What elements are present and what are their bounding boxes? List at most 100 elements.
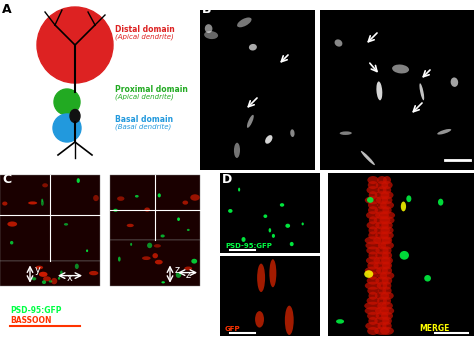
Ellipse shape bbox=[381, 256, 393, 265]
Ellipse shape bbox=[380, 241, 394, 250]
Ellipse shape bbox=[383, 186, 391, 194]
Ellipse shape bbox=[374, 256, 391, 265]
Ellipse shape bbox=[162, 281, 165, 283]
Ellipse shape bbox=[247, 115, 254, 128]
Ellipse shape bbox=[377, 176, 387, 184]
Ellipse shape bbox=[375, 231, 389, 239]
Text: PSD-95:GFP: PSD-95:GFP bbox=[225, 243, 272, 250]
Ellipse shape bbox=[60, 270, 63, 275]
Ellipse shape bbox=[335, 39, 342, 47]
Ellipse shape bbox=[365, 241, 381, 250]
Text: Distal domain: Distal domain bbox=[115, 26, 175, 34]
Ellipse shape bbox=[364, 302, 382, 310]
Ellipse shape bbox=[380, 327, 394, 335]
Ellipse shape bbox=[234, 143, 240, 158]
Ellipse shape bbox=[374, 226, 390, 234]
Ellipse shape bbox=[8, 221, 17, 227]
Ellipse shape bbox=[382, 267, 392, 275]
Ellipse shape bbox=[237, 17, 252, 27]
Circle shape bbox=[54, 89, 80, 115]
Ellipse shape bbox=[376, 196, 388, 204]
Bar bbox=[0, 175, 100, 261]
Ellipse shape bbox=[51, 278, 57, 284]
Ellipse shape bbox=[32, 277, 36, 280]
Ellipse shape bbox=[383, 287, 392, 295]
Ellipse shape bbox=[10, 241, 13, 244]
Ellipse shape bbox=[381, 302, 393, 310]
Text: GFP: GFP bbox=[225, 326, 241, 332]
Ellipse shape bbox=[187, 229, 190, 231]
Ellipse shape bbox=[77, 178, 80, 183]
Ellipse shape bbox=[93, 195, 99, 201]
Ellipse shape bbox=[376, 312, 388, 320]
Ellipse shape bbox=[367, 312, 379, 320]
Ellipse shape bbox=[367, 176, 379, 184]
Bar bbox=[328, 173, 474, 336]
Bar bbox=[200, 10, 315, 170]
Ellipse shape bbox=[382, 236, 392, 244]
Ellipse shape bbox=[367, 262, 379, 270]
Ellipse shape bbox=[285, 306, 294, 335]
Ellipse shape bbox=[155, 260, 163, 264]
Ellipse shape bbox=[365, 236, 381, 244]
Ellipse shape bbox=[42, 183, 48, 188]
Text: (Apical dendrite): (Apical dendrite) bbox=[115, 94, 174, 100]
Ellipse shape bbox=[368, 231, 378, 239]
Ellipse shape bbox=[39, 272, 47, 277]
Ellipse shape bbox=[130, 243, 132, 246]
Text: A: A bbox=[2, 3, 12, 16]
Ellipse shape bbox=[127, 224, 134, 227]
Ellipse shape bbox=[70, 109, 80, 122]
Bar bbox=[0, 261, 100, 286]
Ellipse shape bbox=[205, 24, 212, 33]
Text: z: z bbox=[185, 270, 191, 280]
Ellipse shape bbox=[374, 216, 391, 224]
Ellipse shape bbox=[367, 277, 379, 285]
Ellipse shape bbox=[368, 206, 378, 214]
Ellipse shape bbox=[64, 223, 68, 226]
Ellipse shape bbox=[377, 271, 387, 280]
Ellipse shape bbox=[366, 247, 380, 254]
Ellipse shape bbox=[257, 264, 265, 292]
Ellipse shape bbox=[366, 186, 380, 194]
Ellipse shape bbox=[380, 307, 394, 315]
Ellipse shape bbox=[368, 292, 377, 300]
Ellipse shape bbox=[147, 243, 152, 248]
Ellipse shape bbox=[376, 81, 383, 100]
Ellipse shape bbox=[368, 251, 378, 260]
Ellipse shape bbox=[377, 201, 387, 209]
Ellipse shape bbox=[290, 129, 294, 137]
Ellipse shape bbox=[377, 322, 386, 330]
Ellipse shape bbox=[154, 244, 161, 248]
Ellipse shape bbox=[383, 282, 392, 290]
Ellipse shape bbox=[375, 221, 389, 229]
Ellipse shape bbox=[158, 193, 161, 197]
Ellipse shape bbox=[383, 206, 392, 214]
Ellipse shape bbox=[367, 327, 379, 335]
Ellipse shape bbox=[382, 196, 392, 204]
Ellipse shape bbox=[365, 196, 381, 204]
Ellipse shape bbox=[142, 256, 151, 260]
Ellipse shape bbox=[378, 287, 386, 295]
Ellipse shape bbox=[374, 262, 391, 270]
Ellipse shape bbox=[376, 267, 388, 275]
Ellipse shape bbox=[392, 64, 409, 73]
Ellipse shape bbox=[28, 202, 37, 205]
Ellipse shape bbox=[382, 322, 392, 330]
Circle shape bbox=[37, 7, 113, 83]
Bar bbox=[110, 240, 200, 286]
Ellipse shape bbox=[383, 297, 391, 305]
Ellipse shape bbox=[369, 271, 377, 280]
Text: y: y bbox=[35, 265, 41, 275]
Ellipse shape bbox=[290, 242, 294, 246]
Ellipse shape bbox=[361, 151, 375, 165]
Ellipse shape bbox=[364, 270, 373, 278]
Ellipse shape bbox=[2, 202, 8, 206]
Ellipse shape bbox=[204, 31, 218, 39]
Text: Proximal domain: Proximal domain bbox=[115, 86, 188, 94]
Ellipse shape bbox=[376, 181, 388, 189]
Ellipse shape bbox=[381, 312, 393, 320]
Ellipse shape bbox=[375, 251, 389, 260]
Ellipse shape bbox=[381, 221, 393, 229]
Ellipse shape bbox=[369, 216, 377, 224]
